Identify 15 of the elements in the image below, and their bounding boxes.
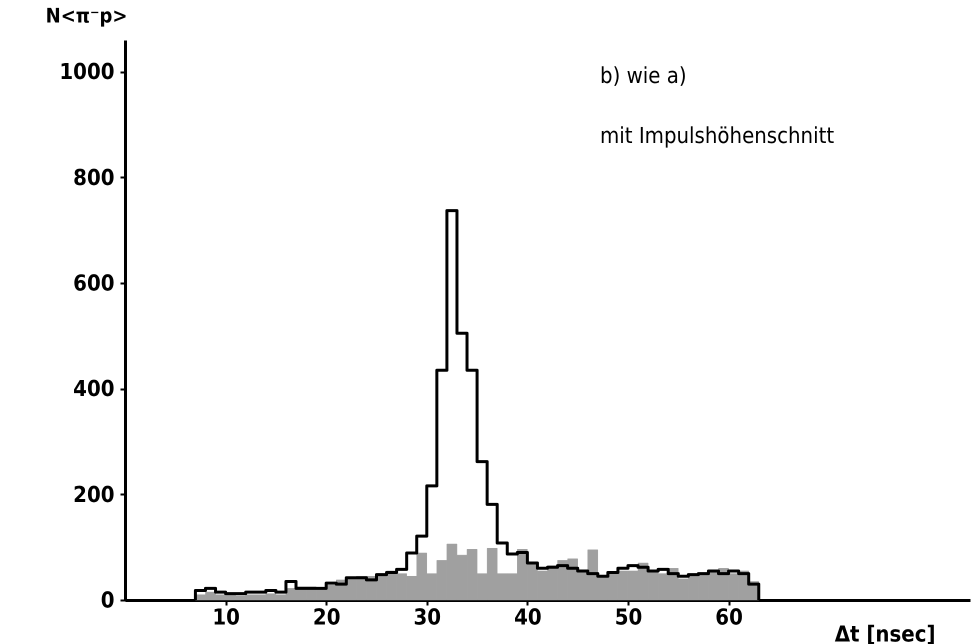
x-tick-label: 30 <box>414 606 442 630</box>
x-tick-label: 40 <box>514 606 542 630</box>
y-tick-label: 600 <box>73 272 114 297</box>
y-tick-label: 0 <box>100 588 114 614</box>
y-tick-label: 400 <box>73 377 114 402</box>
annotation: mit Impulshöhenschnitt <box>600 124 834 149</box>
x-tick-label: 10 <box>212 606 240 630</box>
x-tick-label: 20 <box>312 606 340 630</box>
y-tick-label: 1000 <box>59 60 114 86</box>
y-axis-title: N<π⁻p> <box>46 4 128 28</box>
annotation: b) wie a) <box>600 64 687 89</box>
x-tick-label: 60 <box>715 606 743 630</box>
y-tick-label: 200 <box>73 482 114 508</box>
y-tick-label: 800 <box>73 166 114 191</box>
x-tick-label: 50 <box>614 606 642 630</box>
